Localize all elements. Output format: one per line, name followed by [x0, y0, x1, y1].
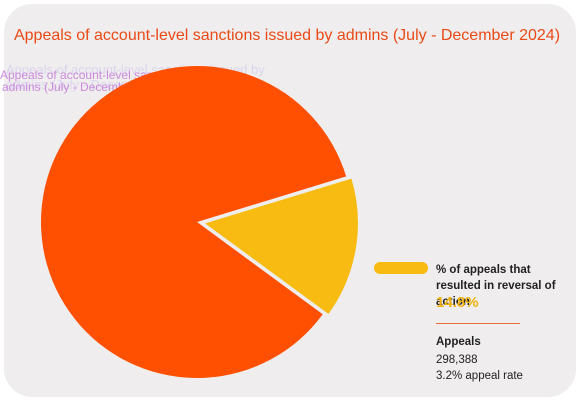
pie-slice-reversal — [200, 176, 360, 317]
pie-slice-other — [40, 66, 347, 378]
appeals-count: 298,388 — [436, 354, 478, 366]
legend-divider — [436, 323, 520, 324]
appeals-heading: Appeals — [436, 336, 481, 348]
legend-value-reversal: 14.8% — [436, 294, 479, 311]
appeals-rate: 3.2% appeal rate — [436, 370, 523, 382]
legend-label-reversal: % of appeals that resulted in reversal o… — [436, 264, 556, 308]
legend-swatch-reversal — [374, 262, 428, 274]
chart-title: Appeals of account-level sanctions issue… — [13, 27, 561, 44]
